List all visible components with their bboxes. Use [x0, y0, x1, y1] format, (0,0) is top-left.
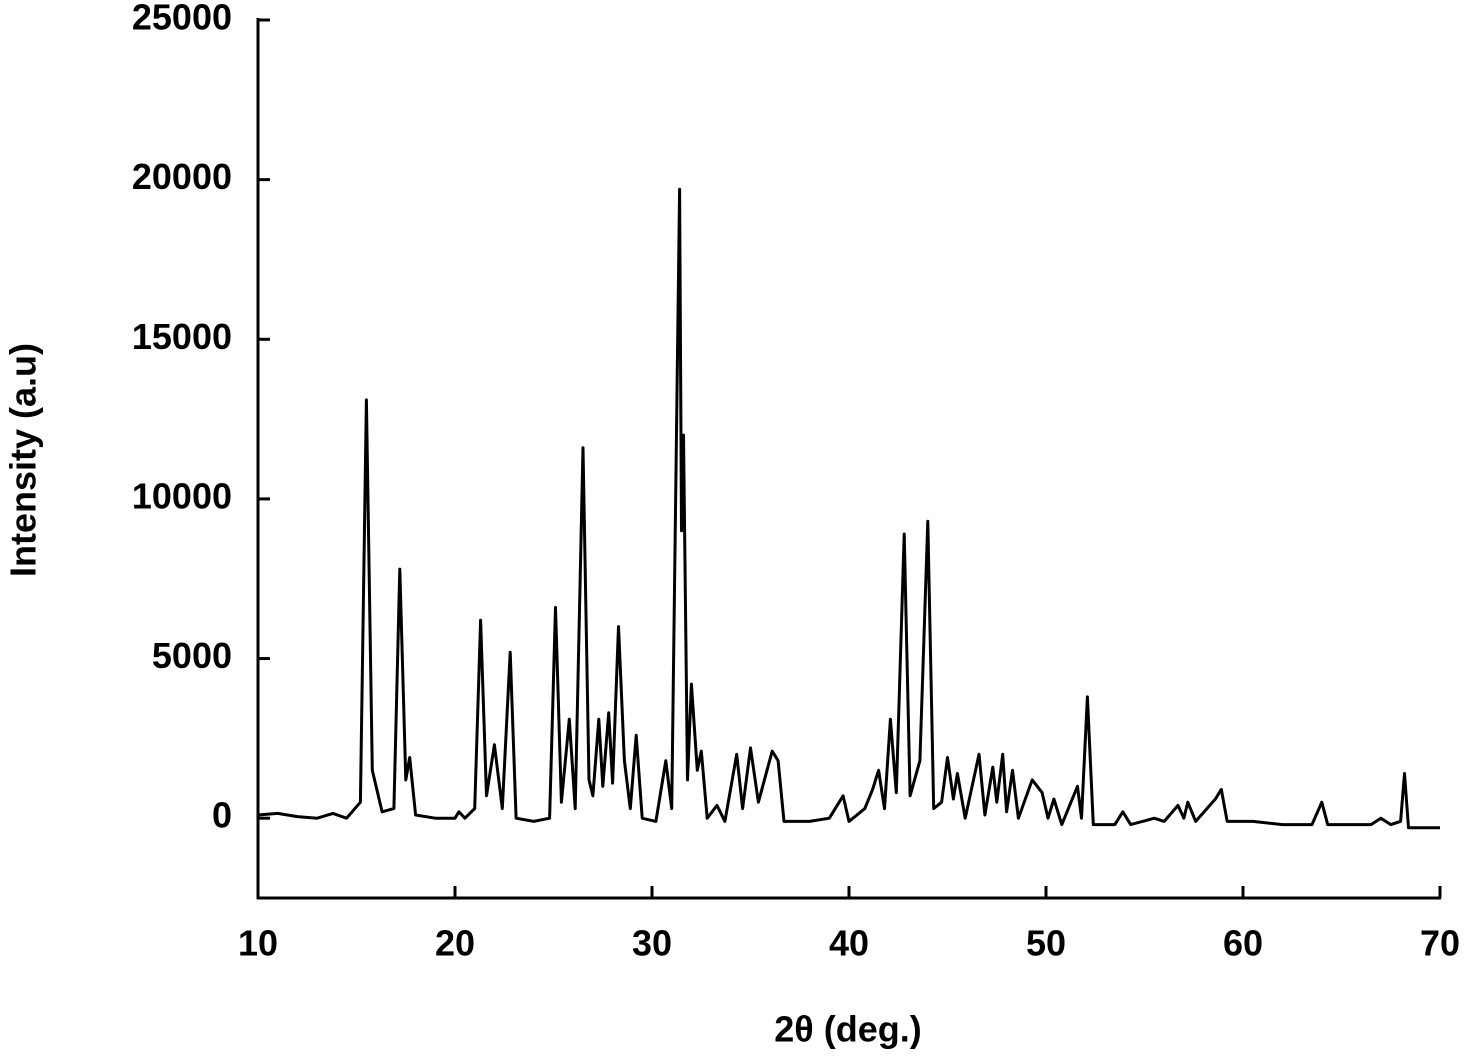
x-tick-label: 40 [829, 923, 869, 964]
y-tick-label: 15000 [132, 316, 232, 357]
y-tick-label: 10000 [132, 475, 232, 516]
y-tick-label: 25000 [132, 0, 232, 38]
x-tick-label: 30 [632, 923, 672, 964]
y-tick-label: 20000 [132, 156, 232, 197]
x-tick-label: 60 [1223, 923, 1263, 964]
x-tick-label: 20 [435, 923, 475, 964]
x-tick-label: 50 [1026, 923, 1066, 964]
y-axis-label: Intensity (a.u) [3, 343, 44, 577]
x-tick-label: 70 [1420, 923, 1460, 964]
x-axis-label: 2θ (deg.) [774, 1009, 921, 1050]
y-tick-label: 0 [212, 795, 232, 836]
x-tick-label: 10 [238, 923, 278, 964]
y-tick-label: 5000 [152, 635, 232, 676]
data-line [257, 187, 1440, 830]
